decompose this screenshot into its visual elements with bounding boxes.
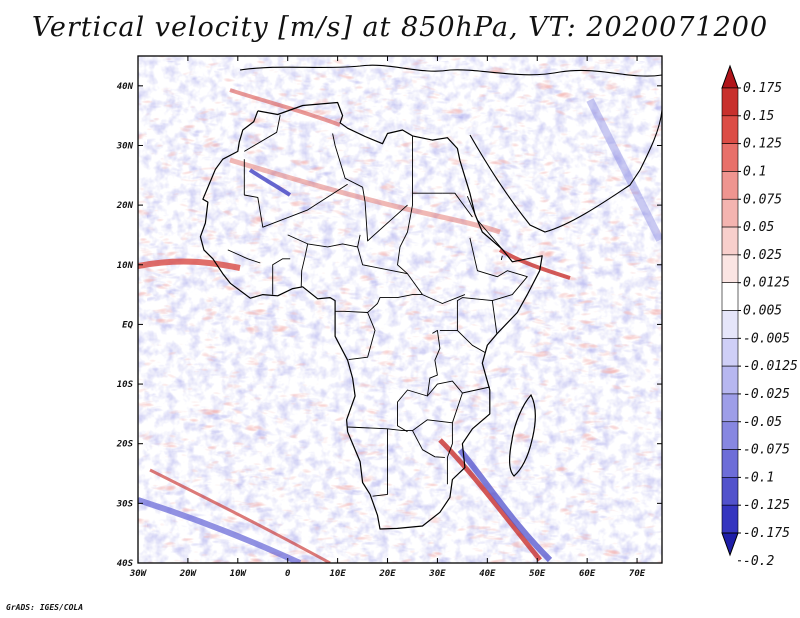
colorbar-swatch	[721, 87, 739, 117]
map-panel: 30W 20W 10W 0 10E 20E 30E 40E 50E 60E 70E 40N 30N 20…	[116, 55, 663, 579]
lat-tick-label: 40N	[117, 82, 134, 92]
colorbar-label: 0.05	[743, 220, 774, 235]
lon-tick-label: 40E	[479, 569, 496, 579]
velocity-field	[138, 56, 662, 563]
colorbar-label: 0.0125	[743, 276, 790, 291]
lon-tick-label: 50E	[529, 569, 546, 579]
colorbar-swatch	[721, 477, 739, 506]
colorbar-label: -0.0125	[743, 359, 798, 374]
country-border	[372, 428, 388, 497]
lat-tick-label: 20N	[116, 201, 134, 211]
lat-tick-label: 30N	[116, 141, 134, 151]
coastlines	[199, 101, 543, 530]
colorbar-swatch	[721, 171, 739, 200]
colorbar-label: -0.025	[743, 387, 790, 402]
country-border	[412, 430, 445, 458]
colorbar-swatch	[721, 282, 739, 311]
colorbar-label: -0.05	[743, 415, 782, 430]
country-border	[442, 192, 473, 218]
colorbar-label: 0.15	[743, 109, 774, 124]
africa-coastline	[199, 101, 543, 530]
europe-coast	[239, 64, 662, 77]
country-border	[469, 237, 528, 302]
lat-tick-label: EQ	[122, 320, 133, 330]
country-border	[427, 380, 463, 397]
madagascar-outline	[509, 393, 536, 477]
lon-tick-label: 30W	[129, 569, 148, 579]
lat-tick-label: 30S	[116, 499, 134, 509]
colorbar-swatch	[721, 143, 739, 172]
country-borders	[227, 115, 528, 497]
lat-tick-label: 20S	[116, 440, 134, 450]
lat-tick-label: 10S	[117, 380, 134, 390]
colorbar-swatch	[721, 254, 739, 283]
country-border	[397, 329, 441, 433]
map-frame	[137, 55, 663, 564]
colorbar-label: -0.2	[743, 554, 774, 569]
lon-tick-label: 0	[285, 569, 291, 579]
country-border	[243, 159, 348, 228]
lon-tick-label: 10E	[329, 569, 346, 579]
country-border	[362, 187, 408, 242]
country-border	[300, 243, 309, 287]
country-border	[287, 234, 358, 248]
colorbar-label: 0.005	[743, 304, 782, 319]
lat-tick-label: 40S	[117, 559, 134, 569]
colorbar-label: 0.075	[743, 192, 782, 207]
colorbar: 0.175 0.15 0.125 0.1 0.075 0.05 0.025 0.0125 0.0…	[721, 64, 798, 569]
lon-tick-label: 70E	[629, 569, 646, 579]
colorbar-swatch	[721, 198, 739, 228]
colorbar-top-arrow	[721, 64, 739, 89]
lon-tick-label: 20E	[378, 569, 396, 579]
country-border	[348, 312, 376, 361]
country-border	[466, 196, 503, 250]
lat-tick-label: 10N	[117, 261, 134, 271]
longitude-axis: 30W 20W 10W 0 10E 20E 30E 40E 50E 60E 70E	[129, 56, 646, 579]
colorbar-swatch	[721, 504, 739, 534]
colorbar-label: 0.175	[743, 81, 782, 96]
colorbar-label: 0.025	[743, 248, 782, 263]
colorbar-swatch	[721, 449, 739, 478]
colorbar-swatch	[721, 338, 739, 367]
colorbar-label: -0.125	[743, 498, 790, 513]
credit-text: GrADS: IGES/COLA	[6, 603, 84, 612]
lon-tick-label: 30E	[428, 569, 446, 579]
country-border	[244, 115, 281, 152]
colorbar-label: -0.005	[743, 331, 790, 346]
ascent-bands	[138, 88, 571, 563]
country-border	[456, 297, 498, 334]
lon-tick-label: 20W	[179, 569, 198, 579]
country-border	[272, 258, 291, 295]
latitude-axis: 40N 30N 20N 10N EQ 10S 20S 30S 40S	[116, 82, 662, 569]
colorbar-bottom-arrow	[721, 532, 739, 557]
colorbar-swatch	[721, 421, 739, 450]
lon-tick-label: 60E	[579, 569, 596, 579]
arabia-coast	[469, 109, 662, 233]
lon-tick-label: 10W	[230, 569, 248, 579]
colorbar-label: -0.1	[743, 470, 774, 485]
figure-title: Vertical velocity [m/s] at 850hPa, VT: 2…	[31, 12, 769, 43]
country-border	[332, 133, 363, 188]
country-border	[439, 329, 486, 353]
country-border	[500, 255, 503, 261]
colorbar-swatch	[721, 226, 739, 256]
colorbar-label: 0.1	[743, 164, 766, 179]
descent-bands	[138, 98, 662, 563]
colorbar-swatch	[721, 393, 739, 423]
colorbar-label: -0.175	[743, 526, 790, 541]
colorbar-label: -0.075	[743, 443, 790, 458]
colorbar-swatch	[721, 310, 739, 339]
country-border	[227, 249, 261, 264]
colorbar-label: 0.125	[743, 137, 782, 152]
country-border	[335, 294, 423, 313]
country-border	[347, 419, 453, 432]
country-border	[357, 234, 408, 275]
country-border	[397, 193, 466, 304]
country-border	[446, 422, 453, 485]
colorbar-swatch	[721, 365, 739, 395]
colorbar-swatch	[721, 115, 739, 144]
